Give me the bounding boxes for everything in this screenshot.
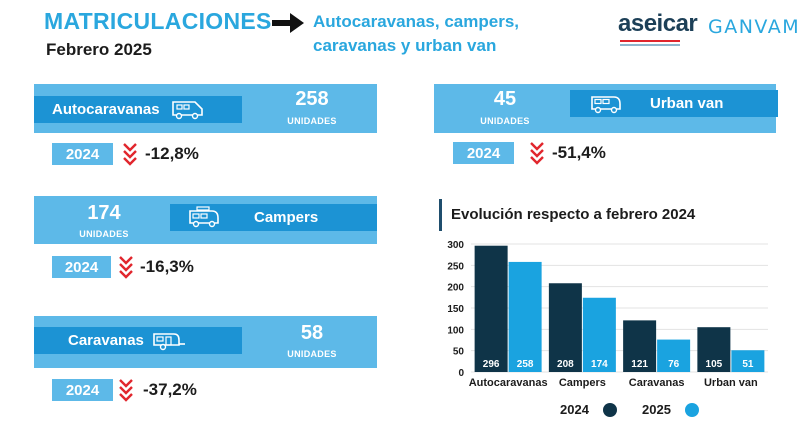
down-chevron-icon <box>530 142 544 165</box>
legend-item-2024: 2024 <box>560 402 617 417</box>
van-icon <box>591 96 621 114</box>
caravanas-change: -37,2% <box>143 380 197 399</box>
campers-year: 2024 <box>52 256 111 278</box>
down-chevron-icon <box>123 143 137 166</box>
y-tick-label: 200 <box>447 283 464 294</box>
aseicar-logo: aseicar <box>618 10 698 52</box>
campers-label: Campers <box>254 209 319 226</box>
legend-label-2024: 2024 <box>560 402 589 417</box>
bar-2024 <box>623 320 657 372</box>
campers-label-box: Campers <box>170 204 377 231</box>
y-tick-label: 100 <box>447 325 464 336</box>
down-chevron-icon <box>119 379 133 402</box>
segment-title: Autocaravanas, campers, caravanas y urba… <box>313 10 573 58</box>
data-label: 105 <box>706 359 723 370</box>
chart-title: Evolución respecto a febrero 2024 <box>451 206 696 223</box>
data-label: 174 <box>591 359 608 370</box>
campers-unit: UNIDADES <box>79 229 129 239</box>
caravanas-label-box: Caravanas <box>34 327 242 354</box>
motorhome-icon <box>172 101 203 120</box>
bar-2025 <box>508 261 542 372</box>
bar-chart: 0 50 100 150 200 250 300 296 258 Autocaravanas 208… <box>447 240 768 389</box>
autocaravanas-change: -12,8% <box>145 144 199 163</box>
segment-title-line1: Autocaravanas, campers, <box>313 12 519 31</box>
y-tick-label: 150 <box>447 304 464 315</box>
bar-2024 <box>697 327 731 372</box>
ganvam-logo: GANVAM <box>708 16 800 38</box>
camper-icon <box>189 206 219 228</box>
urban-van-unit: UNIDADES <box>480 116 530 126</box>
aseicar-logo-b: car <box>662 10 698 37</box>
urban-van-value: 45 <box>493 88 517 110</box>
data-label: 121 <box>631 359 648 370</box>
caravanas-year: 2024 <box>52 379 113 401</box>
caravanas-value: 58 <box>300 322 324 344</box>
legend-label-2025: 2025 <box>642 402 671 417</box>
autocaravanas-year: 2024 <box>52 143 113 165</box>
urban-van-label: Urban van <box>650 95 724 112</box>
autocaravanas-unit: UNIDADES <box>287 116 337 126</box>
urban-van-change: -51,4% <box>552 143 606 162</box>
report-date: Febrero 2025 <box>46 40 152 59</box>
data-label: 258 <box>517 359 534 370</box>
x-tick-label: Campers <box>559 377 606 389</box>
urban-van-year: 2024 <box>453 142 514 164</box>
x-tick-label: Autocaravanas <box>469 377 548 389</box>
arrow-right-icon <box>272 13 304 33</box>
data-label: 208 <box>557 359 574 370</box>
y-tick-label: 50 <box>453 347 465 358</box>
caravanas-unit: UNIDADES <box>287 349 337 359</box>
autocaravanas-label-box: Autocaravanas <box>34 96 242 123</box>
y-tick-label: 300 <box>447 240 464 251</box>
data-label: 76 <box>668 359 680 370</box>
y-tick-label: 250 <box>447 261 464 272</box>
bar-2024 <box>474 245 508 372</box>
x-tick-label: Caravanas <box>629 377 685 389</box>
page-title: MATRICULACIONES <box>44 8 272 34</box>
campers-value: 174 <box>87 202 121 224</box>
campers-change: -16,3% <box>140 257 194 276</box>
legend-swatch-2025 <box>684 402 699 417</box>
aseicar-logo-a: asei <box>618 10 663 37</box>
autocaravanas-value: 258 <box>295 88 329 110</box>
data-label: 51 <box>742 359 754 370</box>
segment-title-line2: caravanas y urban van <box>313 36 497 55</box>
bar-2025 <box>582 297 616 372</box>
down-chevron-icon <box>119 256 133 279</box>
bar-2025 <box>657 339 691 372</box>
data-label: 296 <box>483 359 500 370</box>
y-tick-label: 0 <box>458 368 464 379</box>
legend-swatch-2024 <box>602 402 617 417</box>
x-tick-label: Urban van <box>704 377 758 389</box>
chart-title-accent <box>439 199 442 231</box>
caravan-icon <box>153 333 185 351</box>
bar-2024 <box>548 283 582 372</box>
legend-item-2025: 2025 <box>642 402 699 417</box>
caravanas-label: Caravanas <box>68 332 144 349</box>
bar-2025 <box>731 350 765 372</box>
autocaravanas-label: Autocaravanas <box>52 101 160 118</box>
